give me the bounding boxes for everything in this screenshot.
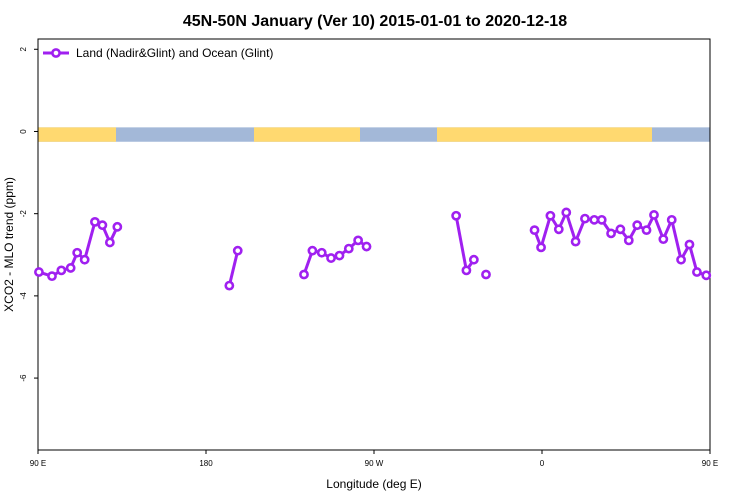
x-tick-label: 0 [540,459,545,468]
legend: Land (Nadir&Glint) and Ocean (Glint) [43,46,273,60]
data-point [361,241,372,252]
y-axis: 2 0 -2 -4 -6 [19,47,38,382]
data-point [536,242,546,253]
data-point [451,210,462,221]
data-point [623,235,634,246]
data-point [72,247,83,258]
chart-title: 45N-50N January (Ver 10) 2015-01-01 to 2… [183,13,567,30]
data-point [47,271,57,282]
data-point [353,235,364,246]
data-point [56,265,67,276]
data-point [606,228,616,239]
data-point [676,254,686,265]
data-point [343,243,354,254]
x-axis: 90 E 180 90 W 0 90 E [30,450,718,468]
land-band [254,127,360,142]
data-point [461,265,472,276]
data-point [326,253,336,263]
data-point [692,267,702,277]
data-point [658,234,669,245]
data-point [666,214,677,225]
data-point [334,250,345,261]
data-point [684,239,695,250]
legend-swatch-marker [51,48,61,58]
data-point [316,247,327,258]
legend-label: Land (Nadir&Glint) and Ocean (Glint) [76,46,273,60]
data-point [545,210,556,221]
data-point [553,224,564,235]
data-point [232,245,243,256]
data-point [224,280,235,291]
y-tick-label: 0 [19,129,28,134]
x-tick-label: 90 E [702,459,718,468]
y-tick-label: -2 [19,210,28,218]
y-tick-label: -4 [19,292,28,300]
x-tick-label: 90 W [365,459,384,468]
plot-frame [37,38,711,451]
data-point [589,214,600,225]
land-band [38,127,116,142]
y-tick-label: 2 [19,47,28,52]
x-tick-label: 180 [199,459,213,468]
data-point [299,269,309,280]
x-tick-label: 90 E [30,459,46,468]
data-point [632,220,643,231]
data-point [65,263,76,273]
data-point [79,254,90,265]
data-point [90,216,100,227]
land-band [437,127,652,142]
y-tick-label: -6 [19,374,28,382]
series-line [38,220,119,278]
data-point [649,210,659,220]
data-point [529,225,540,236]
data-point [641,225,652,236]
data-point [596,214,607,225]
y-axis-label: XCO2 - MLO trend (ppm) [2,177,16,312]
data-point [104,237,115,248]
data-point [701,270,712,281]
data-point [481,269,491,280]
data-point [34,267,44,277]
world-map-strip [38,127,710,142]
data-point [307,245,318,256]
x-axis-label: Longitude (deg E) [326,477,421,491]
data-point [570,236,581,247]
data-point [615,224,626,235]
series-line [227,250,240,286]
series-layer [34,207,712,291]
data-point [97,220,108,231]
data-point [561,207,572,218]
data-point [580,213,590,224]
data-point [112,221,123,232]
data-point [468,254,479,265]
series-line [533,210,707,277]
